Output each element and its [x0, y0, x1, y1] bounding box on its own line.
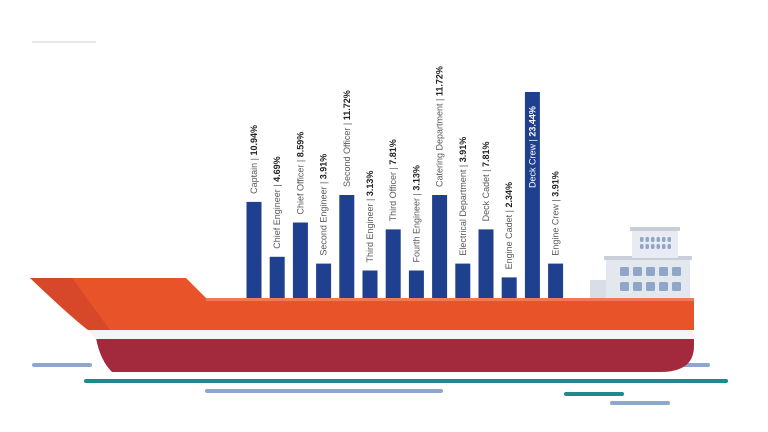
window [672, 267, 681, 276]
window [659, 282, 668, 291]
water-line [610, 401, 670, 405]
bar-label: Deck Crew | 23.44% [527, 106, 537, 188]
bar-value-label: 2.34% [504, 182, 514, 208]
bar-category-label: Electrical Department | [458, 162, 468, 255]
bar-label: Third Officer | 7.81% [388, 139, 398, 221]
cabin-windows [620, 237, 681, 291]
window [659, 267, 668, 276]
bar [408, 270, 424, 298]
bar [316, 263, 332, 298]
ship-cabin [590, 227, 692, 304]
window [640, 244, 644, 249]
bridge [632, 230, 678, 258]
bar-category-label: Second Officer | [342, 120, 352, 187]
deck-line [206, 298, 694, 301]
window [667, 244, 671, 249]
bar-value-label: 3.91% [551, 171, 561, 197]
window [645, 237, 649, 242]
bars [246, 92, 564, 298]
hull-top [30, 278, 694, 330]
bar-value-label: 3.13% [365, 171, 375, 197]
bar-category-label: Captain | [249, 156, 259, 194]
bar [362, 270, 378, 298]
bar [501, 277, 517, 298]
bar-value-label: 8.59% [295, 132, 305, 158]
bar-category-label: Catering Department | [435, 96, 445, 187]
bar [455, 263, 471, 298]
water-line [84, 379, 728, 383]
bar-category-label: Third Officer | [388, 165, 398, 222]
bar-value-label: 3.91% [458, 137, 468, 163]
bar-label: Captain | 10.94% [249, 125, 259, 194]
bar [432, 195, 448, 298]
bar-value-label: 11.72% [435, 66, 445, 96]
bar-label: Chief Engineer | 4.69% [272, 156, 282, 248]
hull-bottom [96, 338, 694, 372]
water-lines [32, 363, 728, 405]
bar-category-label: Fourth Engineer | [411, 191, 421, 263]
bar-value-label: 4.69% [272, 156, 282, 182]
bar-label: Fourth Engineer | 3.13% [411, 165, 421, 262]
bar [269, 256, 285, 298]
bar-label: Catering Department | 11.72% [435, 66, 445, 187]
bar-category-label: Third Engineer | [365, 196, 375, 262]
bridge-roof [630, 227, 680, 231]
decor-line [32, 41, 96, 43]
bar-value-label: 23.44% [527, 106, 537, 137]
bar [478, 229, 494, 298]
bar-label: Second Officer | 11.72% [342, 90, 352, 187]
bar-label: Electrical Department | 3.91% [458, 137, 468, 256]
window [646, 282, 655, 291]
window [633, 282, 642, 291]
window [651, 244, 655, 249]
hull-stripe [88, 330, 694, 339]
bar-category-label: Chief Officer | [295, 157, 305, 214]
bar-category-label: Second Engineer | [319, 179, 329, 255]
window [640, 237, 644, 242]
window [656, 244, 660, 249]
bar-label: Deck Cadet | 7.81% [481, 141, 491, 221]
water-line [564, 392, 624, 396]
window [620, 267, 629, 276]
ship-hull [30, 278, 694, 372]
bar-labels: Captain | 10.94%Chief Engineer | 4.69% Ch… [249, 66, 561, 269]
bar-label: Second Engineer | 3.91% [319, 154, 329, 256]
bar-category-label: Deck Crew | [527, 137, 537, 188]
window [620, 282, 629, 291]
window [651, 237, 655, 242]
cabin-body [606, 258, 690, 304]
bar-label: Engine Crew | 3.91% [551, 171, 561, 255]
window [672, 282, 681, 291]
bar-label: Chief Officer | 8.59% [295, 132, 305, 215]
bar [246, 201, 262, 298]
bar [339, 195, 355, 298]
bar-category-label: Engine Cadet | [504, 208, 514, 270]
window [633, 267, 642, 276]
bar-category-label: Deck Cadet | [481, 167, 491, 221]
bar-category-label: Chief Engineer | [272, 182, 282, 249]
bar-label: Engine Cadet | 2.34% [504, 182, 514, 269]
bar-category-label: Engine Crew | [551, 197, 561, 256]
water-line [32, 363, 92, 367]
hull-shade [30, 278, 110, 330]
bar [385, 229, 401, 298]
bar-value-label: 11.72% [342, 90, 352, 120]
window [656, 237, 660, 242]
window [662, 244, 666, 249]
bar-value-label: 3.13% [411, 165, 421, 191]
bar-value-label: 3.91% [319, 154, 329, 180]
bar-value-label: 7.81% [388, 139, 398, 165]
bar [524, 92, 540, 298]
window [667, 237, 671, 242]
window [646, 267, 655, 276]
bar [292, 222, 308, 298]
bar [548, 263, 564, 298]
bar-value-label: 10.94% [249, 125, 259, 156]
bar-value-label: 7.81% [481, 141, 491, 167]
water-line [205, 389, 443, 393]
bar-label: Third Engineer | 3.13% [365, 171, 375, 263]
window [662, 237, 666, 242]
window [645, 244, 649, 249]
